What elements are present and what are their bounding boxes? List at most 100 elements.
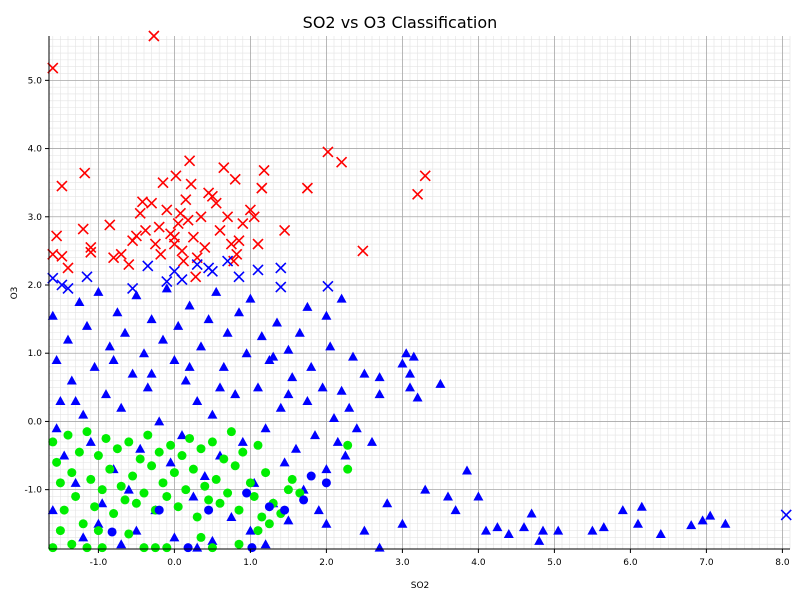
- data-point-x: [185, 178, 197, 190]
- data-point-x: [176, 273, 188, 286]
- data-point-triangle: [47, 505, 58, 515]
- data-point-x: [222, 211, 234, 223]
- data-point-circle: [196, 532, 206, 542]
- data-point-x: [134, 207, 146, 219]
- data-point-triangle: [234, 307, 244, 317]
- data-point-x: [279, 224, 291, 236]
- data-point-triangle: [139, 348, 149, 358]
- data-point-triangle: [405, 382, 415, 392]
- data-point-x: [180, 194, 192, 206]
- data-point-triangle: [93, 518, 104, 528]
- data-point-circle: [230, 461, 240, 471]
- data-point-triangle: [332, 436, 343, 446]
- data-point-x: [176, 245, 188, 257]
- data-point-x: [199, 241, 211, 254]
- data-point-circle: [234, 539, 244, 549]
- y-tick-label: 3.0: [28, 213, 43, 223]
- data-point-triangle: [287, 372, 298, 382]
- data-point-x: [322, 280, 334, 292]
- data-point-triangle: [85, 436, 96, 446]
- y-tick-label: 0.0: [28, 417, 43, 427]
- data-point-triangle: [405, 368, 415, 378]
- data-point-triangle: [89, 361, 100, 371]
- data-point-triangle: [283, 389, 294, 399]
- data-point-x: [108, 252, 120, 264]
- data-point-triangle: [74, 297, 85, 307]
- data-point-circle: [183, 543, 193, 553]
- data-point-triangle: [420, 484, 431, 494]
- data-point-circle: [234, 505, 244, 515]
- data-point-triangle: [705, 510, 716, 520]
- data-point-circle: [48, 543, 58, 553]
- data-point-triangle: [51, 355, 62, 365]
- data-point-x: [123, 258, 135, 271]
- data-point-triangle: [617, 505, 628, 515]
- data-point-triangle: [519, 522, 529, 532]
- data-point-x: [136, 196, 149, 208]
- data-point-triangle: [169, 355, 180, 365]
- data-point-triangle: [184, 361, 195, 371]
- data-point-triangle: [192, 395, 203, 405]
- data-point-triangle: [123, 484, 134, 494]
- data-point-x: [780, 509, 792, 521]
- data-point-triangle: [158, 334, 168, 344]
- data-point-circle: [200, 481, 210, 491]
- data-point-circle: [253, 526, 263, 536]
- data-point-triangle: [351, 423, 362, 433]
- data-point-circle: [120, 495, 130, 505]
- data-point-circle: [52, 457, 62, 467]
- data-point-circle: [188, 464, 198, 474]
- x-tick-label: 0.0: [167, 558, 182, 568]
- data-point-triangle: [306, 361, 317, 371]
- data-point-triangle: [397, 358, 408, 368]
- data-point-circle: [247, 543, 257, 553]
- data-point-circle: [82, 543, 92, 553]
- data-point-x: [301, 182, 313, 194]
- data-point-triangle: [359, 525, 370, 535]
- data-point-circle: [343, 440, 353, 450]
- data-point-triangle: [408, 351, 419, 361]
- data-point-circle: [128, 471, 138, 481]
- data-point-circle: [166, 440, 176, 450]
- data-point-triangle: [173, 320, 184, 330]
- data-point-circle: [71, 491, 81, 501]
- data-point-triangle: [268, 351, 279, 361]
- data-point-circle: [67, 468, 77, 478]
- data-point-circle: [207, 543, 217, 553]
- chart-title: SO2 vs O3 Classification: [303, 13, 498, 32]
- data-point-x: [56, 250, 68, 262]
- data-point-triangle: [47, 310, 58, 320]
- data-point-circle: [219, 454, 229, 464]
- data-point-circle: [124, 437, 134, 447]
- y-tick-label: 4.0: [28, 145, 43, 155]
- data-point-triangle: [101, 389, 111, 399]
- data-point-triangle: [230, 389, 241, 399]
- data-point-x: [233, 271, 245, 283]
- data-point-triangle: [686, 520, 697, 530]
- data-point-circle: [185, 433, 195, 443]
- data-point-triangle: [165, 457, 176, 467]
- data-point-circle: [55, 478, 65, 488]
- data-point-triangle: [256, 331, 267, 341]
- data-point-triangle: [553, 525, 564, 535]
- data-point-triangle: [78, 409, 89, 419]
- data-point-circle: [306, 471, 316, 481]
- data-point-x: [237, 218, 249, 230]
- data-point-x: [225, 238, 237, 250]
- data-point-triangle: [325, 341, 336, 351]
- data-point-circle: [162, 491, 172, 501]
- y-axis-label: O3: [10, 287, 20, 300]
- data-point-triangle: [302, 301, 313, 311]
- data-point-triangle: [116, 539, 127, 549]
- data-point-circle: [158, 478, 168, 488]
- data-point-triangle: [59, 450, 70, 460]
- data-point-triangle: [492, 522, 503, 532]
- data-point-circle: [131, 498, 141, 508]
- data-point-triangle: [374, 372, 385, 382]
- data-point-triangle: [450, 505, 461, 515]
- data-point-circle: [238, 447, 248, 457]
- data-point-x: [146, 197, 158, 209]
- data-point-triangle: [655, 528, 666, 538]
- x-tick-label: 3.0: [395, 558, 410, 568]
- data-point-triangle: [538, 525, 548, 535]
